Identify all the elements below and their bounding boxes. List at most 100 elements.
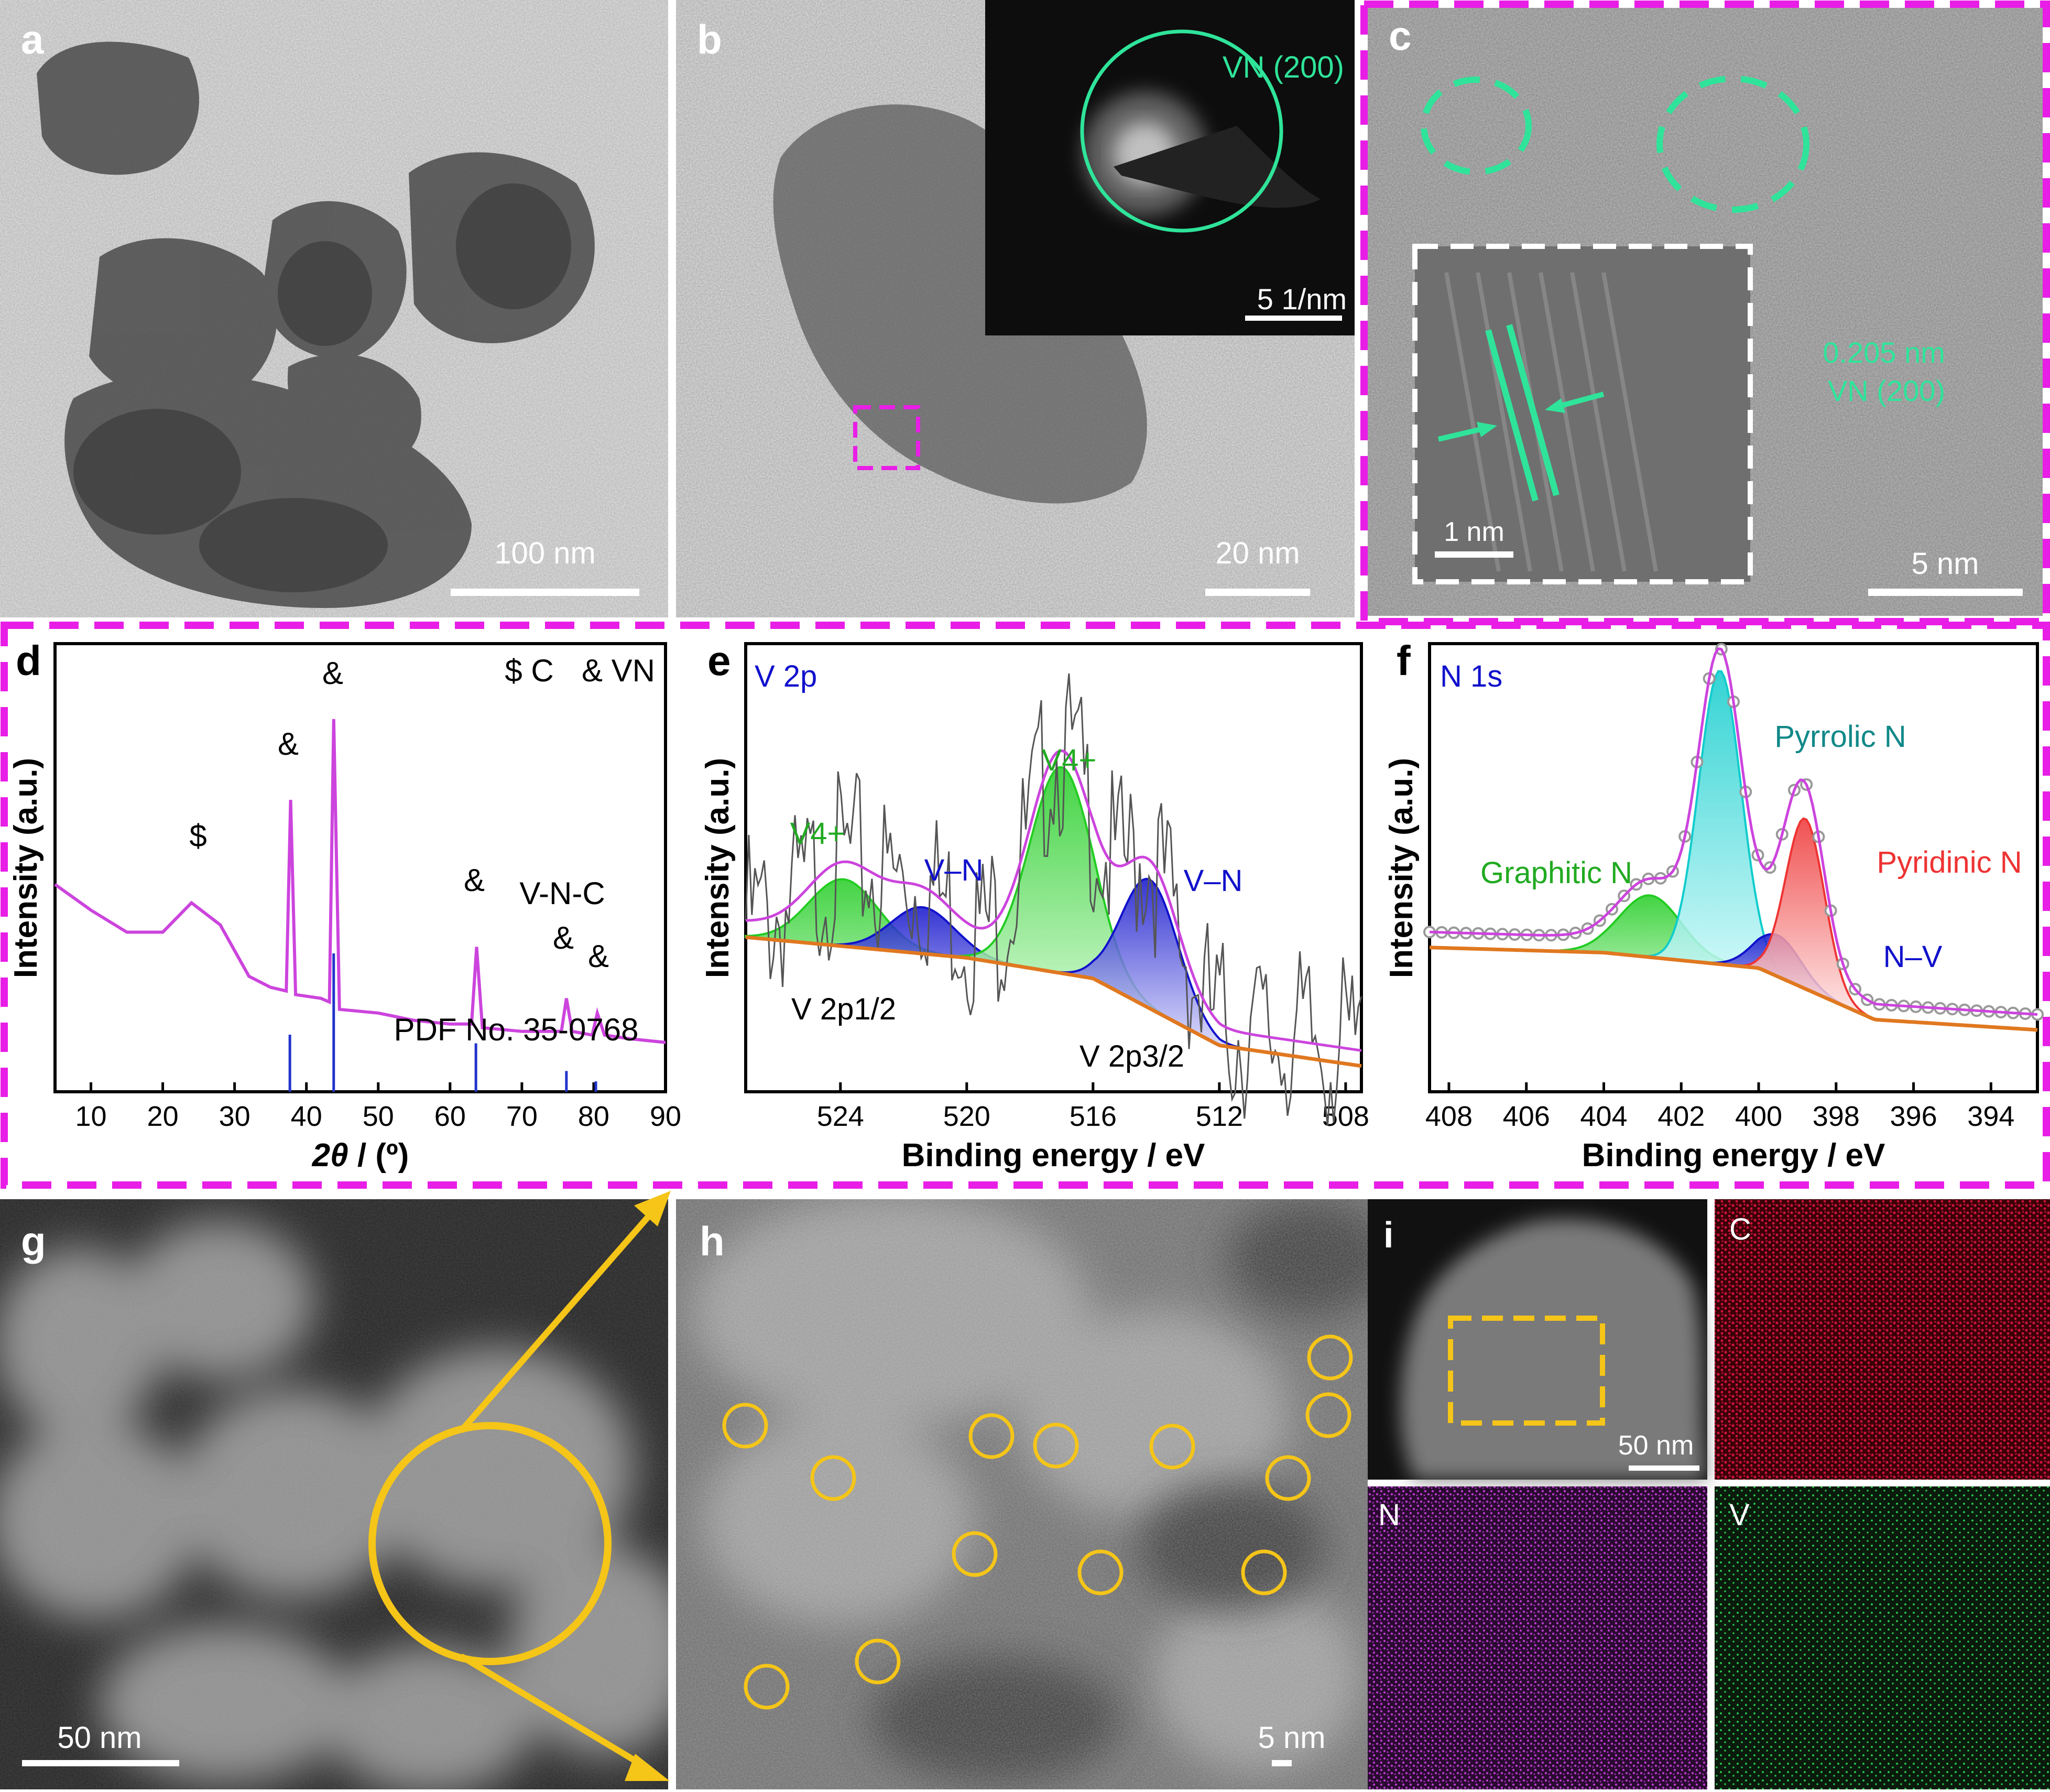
scale-label-h: 5 nm — [1258, 1721, 1326, 1755]
f-x-tick-label-1: 406 — [1503, 1101, 1550, 1132]
y-axis-label-d: Intensity (a.u.) — [8, 758, 44, 978]
legend-carbon: $ C — [505, 653, 553, 688]
legend-vn: & VN — [582, 653, 655, 688]
xps-v2p-annotation-4: V 2p1/2 — [791, 992, 896, 1026]
d-x-tick-label-6: 70 — [506, 1101, 538, 1132]
scale-bar-c-inset — [1435, 551, 1513, 558]
eds-label-v: V — [1729, 1498, 1750, 1532]
scale-bar-b-inset — [1245, 316, 1342, 321]
d-x-tick-label-0: 10 — [75, 1101, 106, 1132]
panel-f-xps-n1s-chart: 408 406 404 402 400 398 396 394 Pyrrolic N Graphi… — [1423, 642, 2044, 1132]
eds-map-vanadium — [1715, 1486, 2050, 1789]
y-axis-label-e: Intensity (a.u.) — [700, 758, 736, 978]
eds-label-n: N — [1378, 1498, 1400, 1532]
mapping-region-box — [1448, 1316, 1605, 1426]
d-x-tick-label-7: 80 — [578, 1101, 609, 1132]
title-f: N 1s — [1440, 659, 1502, 693]
lattice-spacing-value: 0.205 nm — [1823, 336, 1945, 369]
xps-v2p-annotation-2: V4+ — [1042, 743, 1097, 777]
x-axis-label-f: Binding energy / eV — [1582, 1137, 1885, 1174]
xrd-annotation-7: PDF No. 35-0768 — [394, 1012, 639, 1047]
particle-i — [1400, 1219, 1707, 1480]
d-x-tick-label-5: 60 — [434, 1101, 466, 1132]
scale-bar-g — [22, 1760, 179, 1766]
xrd-annotation-4: V-N-C — [519, 876, 605, 911]
highlight-frames — [1, 1, 2050, 1189]
lattice-fringe-2 — [1506, 324, 1560, 496]
single-atom-markers — [722, 1334, 1353, 1710]
f-x-tick-label-6: 396 — [1890, 1101, 1937, 1132]
f-x-tick-label-4: 400 — [1735, 1101, 1782, 1132]
f-x-tick-label-0: 408 — [1425, 1101, 1473, 1132]
panel-letter-g: g — [21, 1218, 46, 1264]
xrd-annotation-5: & — [553, 920, 574, 955]
saed-ring-label: VN (200) — [1223, 50, 1344, 84]
panel-letter-d: d — [16, 637, 41, 684]
nanocrystal-marker-1 — [1421, 77, 1532, 175]
xps-n1s-annotation-2: Pyridinic N — [1877, 845, 2022, 879]
scale-bar-i — [1629, 1465, 1699, 1471]
e-x-tick-label-3: 512 — [1196, 1101, 1243, 1132]
xrd-annotation-0: & — [322, 656, 343, 691]
xps-n1s-annotation-1: Graphitic N — [1480, 856, 1632, 890]
panel-d-xrd-chart: 10 20 30 40 50 60 70 80 90$ C & VN&&$& V-N-C&&PDF … — [53, 642, 681, 1132]
panel-g-haadf — [0, 1199, 668, 1789]
saed-ring — [1080, 29, 1283, 233]
e-x-tick-label-4: 508 — [1322, 1101, 1369, 1132]
xrd-annotation-2: $ — [189, 818, 206, 853]
panel-h-haadf — [676, 1199, 1368, 1789]
scale-label-c: 5 nm — [1912, 547, 1979, 581]
beam-stopper — [1114, 126, 1321, 208]
panel-letter-b: b — [697, 16, 722, 62]
xrd-annotation-6: & — [588, 939, 609, 974]
d-x-tick-label-2: 30 — [219, 1101, 250, 1132]
f-x-tick-label-7: 394 — [1967, 1101, 2014, 1132]
panel-letter-a: a — [21, 16, 44, 62]
f-x-tick-label-3: 402 — [1658, 1101, 1705, 1132]
f-x-tick-label-2: 404 — [1580, 1101, 1627, 1132]
panel-letter-f: f — [1397, 637, 1411, 684]
scale-bar-b — [1205, 589, 1310, 596]
xps-v2p-annotation-5: V 2p3/2 — [1079, 1039, 1184, 1073]
d-x-tick-label-1: 20 — [147, 1101, 179, 1132]
scale-label-b-inset: 5 1/nm — [1257, 283, 1347, 316]
scale-label-g: 50 nm — [57, 1721, 141, 1755]
e-background — [745, 935, 1362, 1068]
d-x-tick-label-8: 90 — [650, 1101, 681, 1132]
connector-arrow-bottom — [459, 1653, 647, 1769]
panel-a-tem — [0, 0, 668, 617]
x-axis-label-d: 2θ / (º) — [312, 1137, 409, 1174]
eds-map-carbon — [1715, 1199, 2050, 1480]
f-background — [1429, 946, 2038, 1032]
nanocrystal-marker-2 — [1656, 75, 1809, 213]
eds-label-c: C — [1729, 1212, 1751, 1246]
panel-letter-h: h — [700, 1218, 725, 1264]
xps-n1s-annotation-3: N–V — [1883, 940, 1943, 974]
scale-label-c-inset: 1 nm — [1444, 517, 1504, 547]
connector-arrow-top — [459, 1213, 652, 1433]
arrow-right — [1545, 398, 1565, 413]
panel-i-haadf — [1368, 1199, 1707, 1480]
title-e: V 2p — [755, 659, 817, 693]
panel-c-hrtem — [1368, 8, 2043, 616]
scale-label-i: 50 nm — [1618, 1430, 1694, 1461]
panel-letter-c: c — [1389, 13, 1411, 59]
eds-map-nitrogen — [1368, 1486, 1707, 1789]
panel-e-xps-v2p-chart: 524 520 516 512 508 V4+ V–N V4+ V–N V 2p1/2 V 2p3/… — [744, 642, 1369, 1132]
arrow-left — [1477, 422, 1497, 437]
zoom-circle-g — [368, 1422, 612, 1665]
xps-v2p-annotation-1: V–N — [924, 853, 984, 887]
f-x-tick-label-5: 398 — [1813, 1101, 1860, 1132]
e-x-tick-label-0: 524 — [817, 1101, 864, 1132]
xrd-pattern-line — [54, 719, 666, 1044]
lattice-plane-label: VN (200) — [1828, 374, 1945, 407]
zoom-region-box — [853, 405, 920, 470]
xps-n1s-annotation-0: Pyrrolic N — [1774, 720, 1906, 754]
f-fit-envelope — [1429, 647, 2038, 1016]
saed-inset — [985, 0, 1355, 335]
scale-label-b: 20 nm — [1215, 536, 1300, 570]
panel-letter-e: e — [707, 637, 731, 684]
xps-v2p-annotation-0: V4+ — [790, 817, 845, 851]
e-fit-envelope — [745, 749, 1362, 1052]
